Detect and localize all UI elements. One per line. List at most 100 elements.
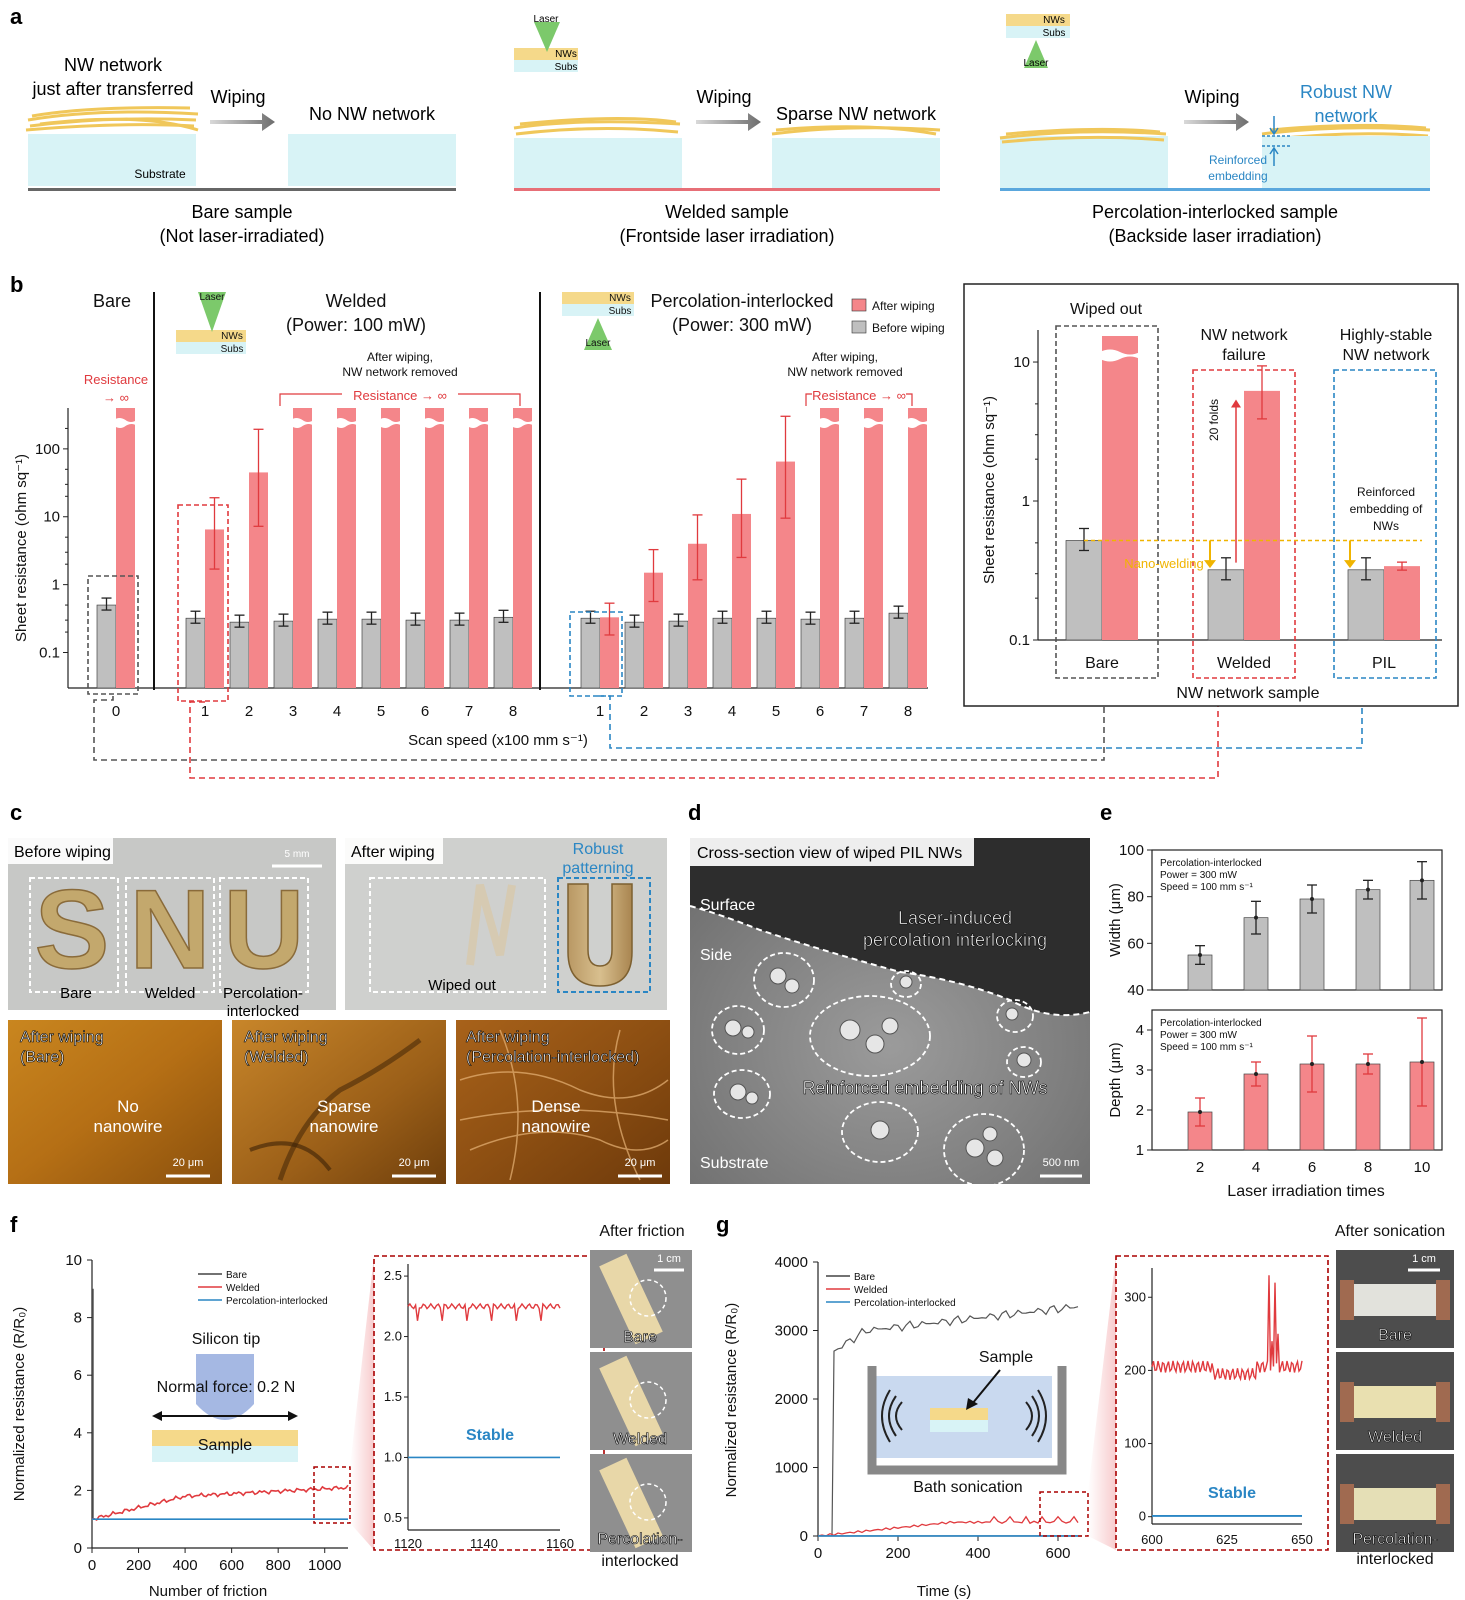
y-tick-label: 0.1 bbox=[39, 645, 60, 662]
panel-letter-b: b bbox=[10, 272, 23, 297]
legend-before: Before wiping bbox=[872, 321, 945, 335]
f-inset-y-tick-label: 0.5 bbox=[384, 1510, 402, 1525]
sample-substrate-layer bbox=[152, 1446, 298, 1462]
sound-wave-icon bbox=[881, 1389, 891, 1443]
e-width-y-tick-label: 100 bbox=[1119, 842, 1144, 859]
inset-title-welded-1: NW network bbox=[1200, 327, 1288, 344]
x-tick-label: 8 bbox=[904, 703, 912, 720]
highlight-box-pil bbox=[569, 611, 623, 697]
after-wiping-note: After wiping, bbox=[367, 350, 433, 364]
sound-wave-icon bbox=[1037, 1389, 1047, 1443]
after-wiping-label: After wiping bbox=[351, 844, 435, 861]
e-width-bar bbox=[1299, 898, 1325, 991]
laser-front-icon: Laser NWs Subs bbox=[514, 14, 578, 73]
baseline bbox=[1000, 188, 1430, 191]
g-photo-clip bbox=[1340, 1484, 1354, 1524]
laser-down-icon bbox=[198, 292, 226, 332]
g-series-bare bbox=[818, 1303, 1079, 1537]
subs-label: Subs bbox=[609, 306, 632, 317]
nws-label: NWs bbox=[221, 331, 243, 342]
bar-before bbox=[273, 620, 294, 689]
x-tick-label: 1 bbox=[201, 703, 209, 720]
panel-letter-c: c bbox=[10, 800, 22, 825]
afm-title-2: (Welded) bbox=[244, 1049, 309, 1066]
laser-up-icon bbox=[584, 318, 612, 350]
subs-layer bbox=[562, 304, 634, 316]
nw-network-label-2: just after transferred bbox=[31, 79, 193, 99]
f-x-tick-label: 800 bbox=[266, 1557, 291, 1574]
result-no-nw: No NW network bbox=[309, 104, 436, 124]
g-inset-y-tick-label: 300 bbox=[1124, 1289, 1146, 1304]
g-zoom-box bbox=[1039, 1491, 1089, 1537]
bar-before bbox=[844, 617, 865, 689]
arrow-right-icon bbox=[210, 113, 275, 131]
f-x-tick-label: 600 bbox=[219, 1557, 244, 1574]
reinforced-2: embedding bbox=[1208, 169, 1267, 183]
robust-1: Robust bbox=[573, 841, 624, 858]
subs-label: Subs bbox=[1043, 28, 1066, 39]
letter-u: U bbox=[224, 867, 305, 992]
g-sample-sub bbox=[930, 1420, 988, 1432]
sample-nw-layer bbox=[152, 1430, 298, 1446]
x-tick-label: 7 bbox=[860, 703, 868, 720]
arrow-down-icon bbox=[966, 1398, 978, 1410]
axis-break-icon bbox=[906, 418, 929, 428]
bar-before bbox=[449, 619, 470, 689]
x-tick-label: 3 bbox=[684, 703, 692, 720]
e-depth-annot: Speed = 100 mm s⁻¹ bbox=[1160, 1042, 1253, 1053]
link-welded bbox=[189, 696, 1219, 779]
g-x-tick-label: 0 bbox=[814, 1545, 822, 1562]
e-depth-y-tick-label: 3 bbox=[1136, 1062, 1144, 1079]
bar-after-infinite bbox=[381, 408, 400, 688]
g-y-tick-label: 3000 bbox=[775, 1323, 808, 1340]
bar-before bbox=[888, 612, 909, 689]
e-width-y-tick-label: 40 bbox=[1127, 982, 1144, 999]
g-inset-frame bbox=[1115, 1255, 1329, 1551]
laser-label: Laser bbox=[199, 292, 225, 303]
f-normal-force: Normal force: 0.2 N bbox=[157, 1379, 296, 1396]
e-width-bar bbox=[1355, 889, 1381, 991]
f-x-tick-label: 0 bbox=[88, 1557, 96, 1574]
afm-scale: 20 μm bbox=[625, 1157, 656, 1169]
result-robust-1: Robust NW bbox=[1300, 82, 1392, 102]
x-axis-label: Scan speed (x100 mm s⁻¹) bbox=[408, 732, 588, 749]
caption-1: Welded sample bbox=[665, 202, 789, 222]
x-tick-label: 6 bbox=[421, 703, 429, 720]
e-depth-bar bbox=[1355, 1063, 1381, 1151]
substrate-block bbox=[772, 138, 940, 188]
nanowire-bundle bbox=[25, 106, 199, 132]
g-stable-label: Stable bbox=[1208, 1485, 1256, 1502]
afm-scale: 20 μm bbox=[173, 1157, 204, 1169]
chart-e: 40 60 80 100 Width (μm) Percolation-interlock… bbox=[1107, 842, 1443, 1200]
e-width-annot: Percolation-interlocked bbox=[1160, 858, 1262, 869]
bar-before bbox=[361, 618, 382, 689]
laser-induced-1: Laser-induced bbox=[898, 908, 1012, 928]
f-inset-y-tick-label: 2.5 bbox=[384, 1268, 402, 1283]
before-wiping-label: Before wiping bbox=[14, 844, 111, 861]
arrow-right-icon bbox=[288, 1411, 298, 1421]
x-tick-label: 5 bbox=[377, 703, 385, 720]
f-y-axis-label: Normalized resistance (R/R₀) bbox=[11, 1307, 28, 1502]
panel-letter-f: f bbox=[10, 1212, 18, 1237]
e-x-tick-label: 10 bbox=[1414, 1159, 1431, 1176]
letter-s: S bbox=[35, 867, 110, 992]
x-tick-label: 6 bbox=[816, 703, 824, 720]
letter-n: N bbox=[130, 867, 211, 992]
axis-break-icon bbox=[114, 418, 137, 428]
g-inset-welded-line bbox=[1151, 1275, 1303, 1382]
e-width-frame bbox=[1151, 849, 1443, 991]
reinforced-embedding: Reinforced embedding of NWs bbox=[802, 1078, 1047, 1098]
f-legend-label: Bare bbox=[226, 1270, 248, 1281]
f-zoom-box bbox=[313, 1466, 351, 1524]
bar-after-infinite bbox=[908, 408, 927, 688]
f-after-friction-title: After friction bbox=[599, 1223, 684, 1240]
g-photo-label: Bare bbox=[1378, 1327, 1412, 1344]
afm-welded: After wiping (Welded) Sparse nanowire 20… bbox=[232, 1020, 446, 1184]
f-scale-label: 1 cm bbox=[657, 1253, 681, 1265]
e-depth-dot bbox=[1366, 1062, 1370, 1066]
wiped-out-label: Wiped out bbox=[428, 977, 496, 994]
laser-back-icon: NWs Subs Laser bbox=[1006, 14, 1070, 69]
caption-1: Bare sample bbox=[191, 202, 292, 222]
g-x-axis-label: Time (s) bbox=[917, 1583, 971, 1600]
